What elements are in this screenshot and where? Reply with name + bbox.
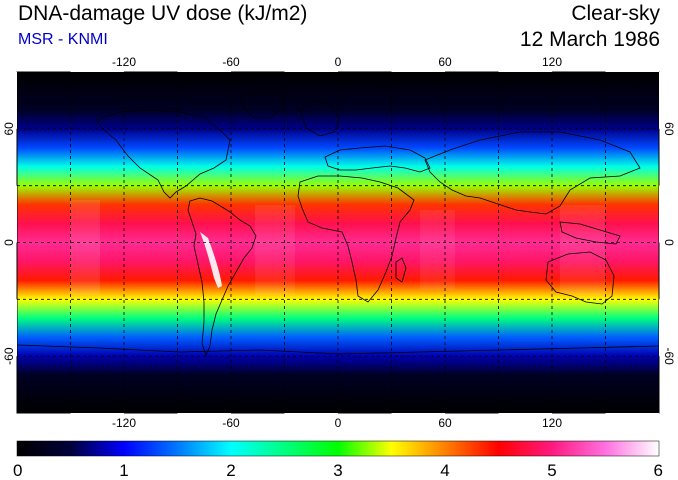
latitude-labels-right: 60 0 -60 [662,122,676,365]
colorbar-tick-label: 2 [226,461,235,480]
latitude-labels-left: 60 0 -60 [2,122,16,365]
graticule [17,72,659,413]
colorbar-labels: 0 1 2 3 4 5 6 [13,461,663,480]
longitude-label-bottom: 120 [542,416,562,430]
source-label: MSR - KNMI [18,31,108,48]
colorbar-tick-label: 5 [547,461,556,480]
longitude-label-bottom: -60 [222,416,240,430]
andes-high-dose-streak [200,232,222,288]
longitude-labels-top: -120 -60 0 60 120 [112,55,562,69]
latitude-label-left: 0 [2,239,16,246]
date-label: 12 March 1986 [519,28,660,51]
longitude-label-top: 120 [542,55,562,69]
longitude-label-bottom: 0 [335,416,342,430]
colorbar-tick-label: 0 [13,461,22,480]
latitude-label-right: 0 [662,239,676,246]
latitude-label-right: 60 [662,122,676,136]
colorbar-tick-label: 1 [119,461,128,480]
map-frame [14,69,662,416]
sky-condition-label: Clear-sky [571,2,660,25]
latitude-label-right: -60 [662,347,676,365]
map-title: DNA-damage UV dose (kJ/m2) [18,2,308,25]
colorbar-tick-label: 6 [654,461,663,480]
coastlines [17,91,659,357]
longitude-label-bottom: -120 [112,416,136,430]
field-variation [70,200,605,295]
longitude-label-top: 0 [335,55,342,69]
colorbar [16,440,660,457]
longitude-label-top: 60 [438,55,452,69]
latitude-label-left: -60 [2,347,16,365]
colorbar-tick-label: 4 [440,461,449,480]
longitude-labels-bottom: -120 -60 0 60 120 [112,416,562,430]
longitude-label-top: -120 [112,55,136,69]
longitude-label-bottom: 60 [438,416,452,430]
colorbar-tick-label: 3 [333,461,342,480]
latitude-label-left: 60 [2,122,16,136]
longitude-label-top: -60 [222,55,240,69]
